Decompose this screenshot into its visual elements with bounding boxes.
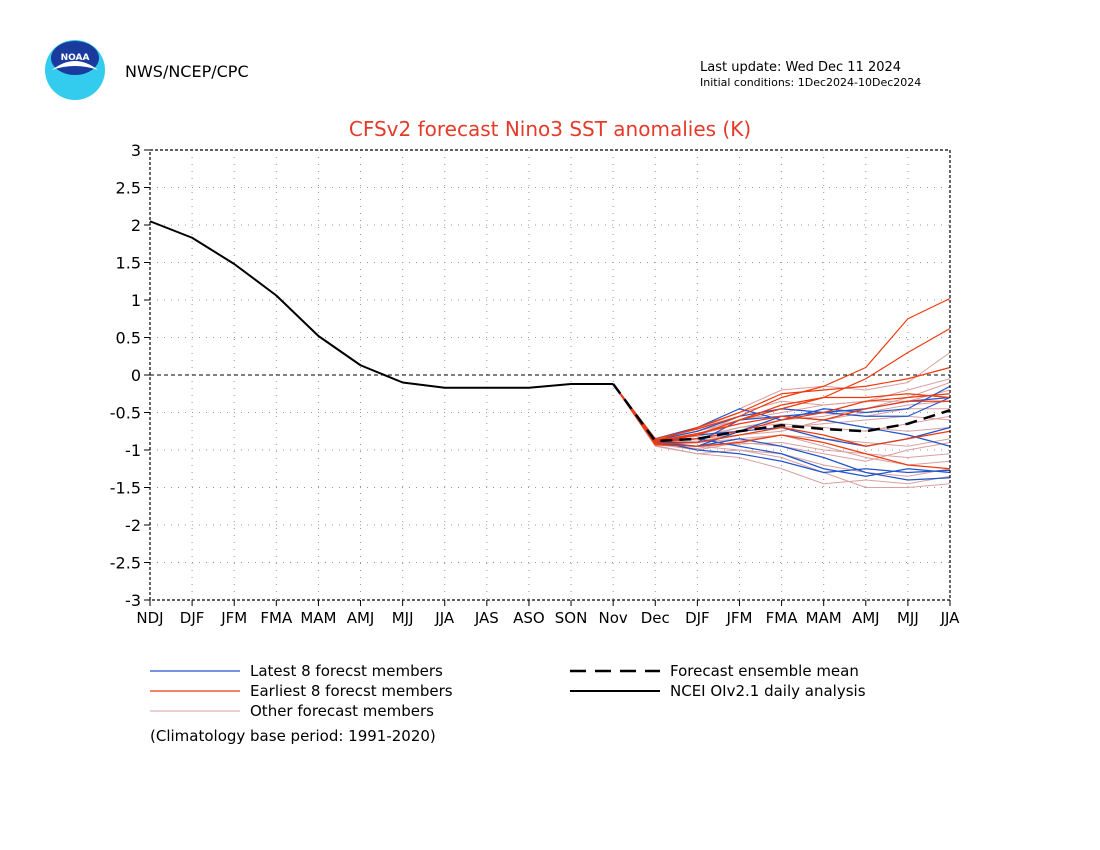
chart-title: CFSv2 forecast Nino3 SST anomalies (K)	[349, 117, 751, 141]
y-tick-label: -1	[125, 441, 141, 460]
x-tick-label: ASO	[513, 609, 545, 627]
x-tick-label: FMA	[260, 609, 293, 627]
legend-label-analysis: NCEI OIv2.1 daily analysis	[670, 682, 866, 700]
ensemble-mean-line	[612, 383, 951, 443]
x-tick-label: Nov	[599, 609, 628, 627]
initial-conditions: Initial conditions: 1Dec2024-10Dec2024	[700, 76, 921, 89]
y-tick-label: -0.5	[110, 404, 141, 423]
x-tick-label: AMJ	[852, 609, 880, 627]
last-update: Last update: Wed Dec 11 2024	[700, 60, 901, 75]
x-tick-label: FMA	[766, 609, 799, 627]
y-tick-label: 0.5	[116, 329, 141, 348]
org-label: NWS/NCEP/CPC	[125, 62, 249, 81]
earliest-member-line	[612, 366, 951, 442]
x-tick-label: MAM	[806, 609, 842, 627]
y-tick-label: -3	[125, 591, 141, 610]
x-tick-label: JJA	[434, 609, 455, 627]
earliest-member-line	[612, 383, 950, 442]
x-tick-label: JJA	[940, 609, 961, 627]
x-tick-label: JFM	[220, 609, 247, 627]
legend-label-latest: Latest 8 forecst members	[250, 662, 443, 680]
y-tick-label: -1.5	[110, 479, 141, 498]
footnote: (Climatology base period: 1991-2020)	[150, 727, 436, 745]
x-tick-label: AMJ	[347, 609, 375, 627]
main-lines	[149, 220, 951, 443]
y-tick-label: 2	[131, 216, 141, 235]
x-tick-label: SON	[555, 609, 588, 627]
x-tick-label: DJF	[180, 609, 205, 627]
earliest-members	[612, 297, 951, 470]
y-tick-label: -2	[125, 516, 141, 535]
legend-label-mean: Forecast ensemble mean	[670, 662, 859, 680]
y-tick-label: 1	[131, 291, 141, 310]
y-tick-label: 2.5	[116, 179, 141, 198]
x-tick-label: MJJ	[392, 609, 414, 627]
x-tick-label: JAS	[474, 609, 499, 627]
legend-label-earliest: Earliest 8 forecst members	[250, 682, 453, 700]
x-tick-label: NDJ	[136, 609, 163, 627]
y-tick-label: -2.5	[110, 554, 141, 573]
legend-label-other: Other forecast members	[250, 702, 434, 720]
legend: Latest 8 forecst members Earliest 8 forec…	[150, 662, 866, 720]
x-tick-label: MJJ	[897, 609, 919, 627]
grid	[150, 150, 950, 600]
analysis-line	[149, 220, 614, 389]
x-tick-label: DJF	[685, 609, 710, 627]
x-tick-label: Dec	[641, 609, 670, 627]
noaa-logo-bird	[52, 61, 98, 70]
other-member-line	[612, 383, 951, 488]
earliest-member-line	[612, 383, 951, 470]
earliest-member-line	[612, 297, 951, 440]
noaa-logo: NOAA	[45, 40, 105, 100]
y-tick-label: 3	[131, 141, 141, 160]
x-tick-label: JFM	[725, 609, 752, 627]
x-tick-label: MAM	[300, 609, 336, 627]
noaa-logo-text: NOAA	[61, 53, 90, 63]
y-tick-label: 1.5	[116, 254, 141, 273]
y-tick-label: 0	[131, 366, 141, 385]
earliest-member-line	[612, 383, 951, 447]
